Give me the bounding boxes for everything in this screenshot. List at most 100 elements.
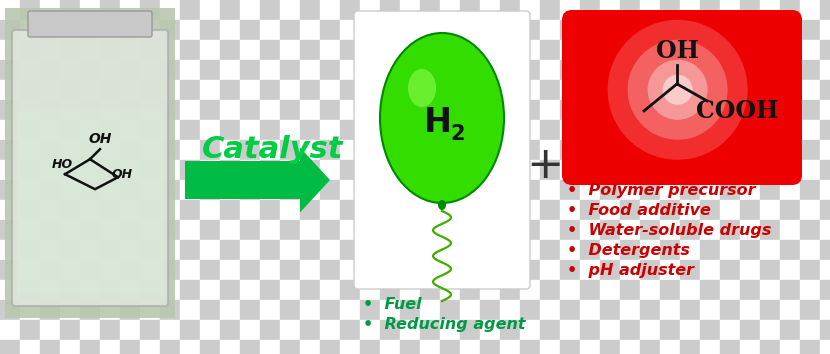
- Bar: [480, 260, 500, 280]
- Bar: [780, 300, 800, 320]
- Text: •  Water-soluble drugs: • Water-soluble drugs: [567, 223, 771, 238]
- Bar: [360, 180, 380, 200]
- Bar: [20, 280, 40, 300]
- Bar: [820, 220, 830, 240]
- Bar: [0, 220, 20, 240]
- Bar: [260, 200, 280, 220]
- Bar: [100, 40, 120, 60]
- Bar: [680, 340, 700, 354]
- Bar: [620, 80, 640, 100]
- Bar: [820, 60, 830, 80]
- Text: H: H: [424, 107, 452, 139]
- Bar: [680, 120, 700, 140]
- Text: •  pH adjuster: • pH adjuster: [567, 263, 694, 278]
- Bar: [360, 0, 380, 20]
- Bar: [680, 160, 700, 180]
- Bar: [420, 100, 440, 120]
- Bar: [280, 120, 300, 140]
- Bar: [540, 180, 560, 200]
- Bar: [40, 100, 60, 120]
- Bar: [260, 180, 280, 200]
- Bar: [440, 300, 460, 320]
- Bar: [60, 200, 80, 220]
- Bar: [800, 180, 820, 200]
- Bar: [120, 80, 140, 100]
- Bar: [300, 200, 320, 220]
- Bar: [640, 120, 660, 140]
- Bar: [280, 180, 300, 200]
- Bar: [520, 200, 540, 220]
- Bar: [540, 320, 560, 340]
- Bar: [540, 120, 560, 140]
- Bar: [440, 20, 460, 40]
- Bar: [600, 40, 620, 60]
- Bar: [820, 180, 830, 200]
- Bar: [340, 200, 360, 220]
- Bar: [0, 80, 20, 100]
- Text: •  Reducing agent: • Reducing agent: [363, 317, 525, 332]
- Bar: [20, 200, 40, 220]
- Bar: [700, 220, 720, 240]
- Bar: [380, 100, 400, 120]
- Bar: [620, 320, 640, 340]
- Bar: [180, 280, 200, 300]
- Bar: [300, 60, 320, 80]
- Bar: [540, 200, 560, 220]
- Text: +: +: [526, 143, 564, 187]
- Bar: [680, 260, 700, 280]
- Ellipse shape: [408, 69, 436, 107]
- Bar: [560, 120, 580, 140]
- Bar: [720, 300, 740, 320]
- Bar: [300, 320, 320, 340]
- Text: COOH: COOH: [696, 99, 779, 123]
- Bar: [60, 340, 80, 354]
- Bar: [680, 40, 700, 60]
- Bar: [200, 80, 220, 100]
- Bar: [180, 160, 200, 180]
- Bar: [220, 280, 240, 300]
- Bar: [260, 100, 280, 120]
- Bar: [620, 220, 640, 240]
- Bar: [380, 0, 400, 20]
- Bar: [660, 180, 680, 200]
- Bar: [580, 40, 600, 60]
- Bar: [660, 280, 680, 300]
- Bar: [260, 120, 280, 140]
- Bar: [380, 160, 400, 180]
- Bar: [280, 100, 300, 120]
- Bar: [500, 280, 520, 300]
- Bar: [800, 260, 820, 280]
- Bar: [780, 180, 800, 200]
- Bar: [240, 20, 260, 40]
- Bar: [600, 240, 620, 260]
- Bar: [520, 20, 540, 40]
- Bar: [280, 240, 300, 260]
- Bar: [140, 200, 160, 220]
- Bar: [240, 200, 260, 220]
- Bar: [80, 300, 100, 320]
- Bar: [460, 140, 480, 160]
- Bar: [480, 280, 500, 300]
- Bar: [160, 120, 180, 140]
- Bar: [560, 340, 580, 354]
- Bar: [200, 320, 220, 340]
- Bar: [20, 80, 40, 100]
- Bar: [120, 300, 140, 320]
- Bar: [180, 60, 200, 80]
- Bar: [280, 20, 300, 40]
- Bar: [580, 340, 600, 354]
- Bar: [0, 260, 20, 280]
- Bar: [360, 100, 380, 120]
- Bar: [320, 80, 340, 100]
- Bar: [380, 240, 400, 260]
- Bar: [180, 80, 200, 100]
- Bar: [160, 100, 180, 120]
- Bar: [200, 280, 220, 300]
- Bar: [100, 0, 120, 20]
- Bar: [820, 140, 830, 160]
- Bar: [260, 280, 280, 300]
- Bar: [140, 240, 160, 260]
- Bar: [720, 340, 740, 354]
- Bar: [20, 0, 40, 20]
- Bar: [520, 260, 540, 280]
